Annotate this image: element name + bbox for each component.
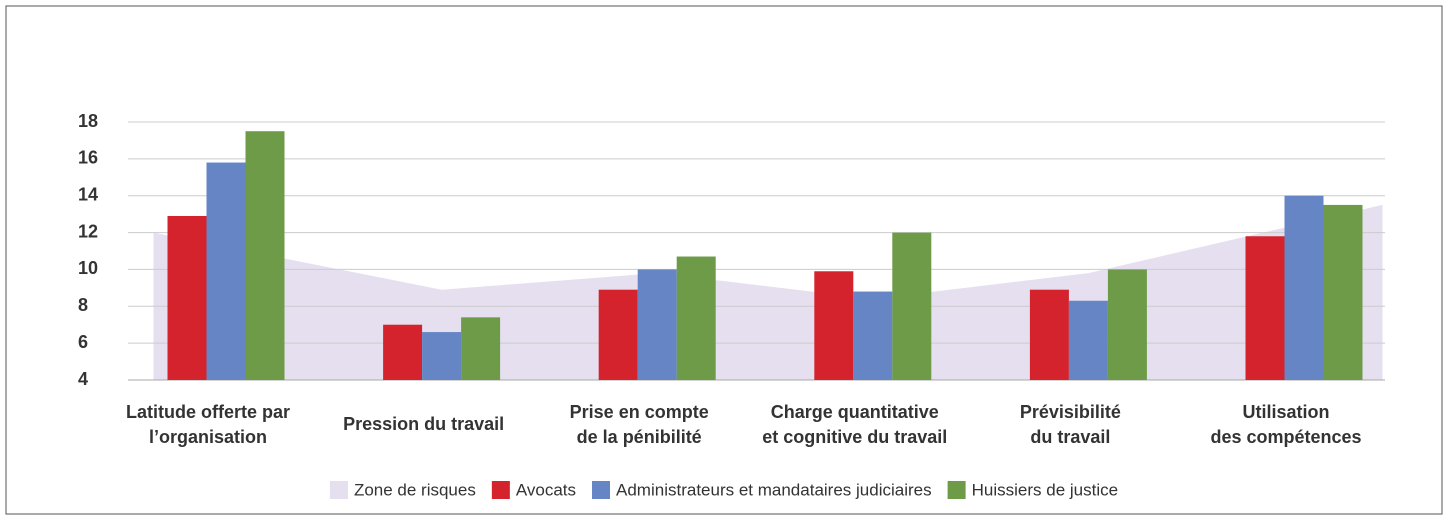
bar — [853, 291, 893, 380]
legend-swatch — [592, 481, 611, 499]
bar — [598, 289, 638, 380]
x-tick-label: et cognitive du travail — [762, 427, 947, 447]
bar — [676, 256, 716, 380]
bar — [1107, 269, 1147, 380]
y-tick-label: 6 — [78, 332, 88, 352]
bar — [1323, 204, 1363, 380]
bar — [167, 215, 207, 380]
legend-label: Avocats — [516, 480, 576, 499]
x-tick-label: Prévisibilité — [1020, 402, 1121, 422]
bar — [206, 162, 246, 380]
x-tick-label: des compétences — [1210, 427, 1361, 447]
y-tick-label: 10 — [78, 258, 98, 278]
legend-label: Administrateurs et mandataires judiciair… — [616, 480, 932, 499]
legend-label: Huissiers de justice — [972, 480, 1118, 499]
bar — [1029, 289, 1069, 380]
y-tick-label: 16 — [78, 148, 98, 168]
y-tick-label: 14 — [78, 184, 98, 204]
x-tick-label: du travail — [1030, 427, 1110, 447]
bar — [814, 271, 854, 380]
x-tick-label: Utilisation — [1242, 402, 1329, 422]
y-tick-label: 8 — [78, 295, 88, 315]
legend-swatch — [491, 481, 510, 499]
x-tick-label: Latitude offerte par — [126, 402, 290, 422]
bar — [1284, 195, 1324, 380]
legend-swatch — [329, 481, 348, 499]
bar — [422, 332, 462, 380]
bar — [637, 269, 677, 380]
x-tick-label: Charge quantitative — [771, 402, 939, 422]
bar — [383, 324, 423, 380]
x-tick-label: Pression du travail — [343, 414, 504, 434]
y-tick-label: 12 — [78, 221, 98, 241]
bar — [461, 317, 501, 380]
bar — [892, 232, 932, 380]
bar — [1245, 236, 1285, 380]
bar — [1068, 300, 1108, 380]
y-tick-label: 4 — [78, 369, 88, 389]
y-tick-label: 18 — [78, 111, 98, 131]
legend-swatch — [947, 481, 966, 499]
bar — [245, 131, 285, 380]
x-tick-label: Prise en compte — [570, 402, 709, 422]
legend-label: Zone de risques — [354, 480, 476, 499]
x-tick-label: l’organisation — [149, 427, 267, 447]
x-tick-label: de la pénibilité — [577, 427, 702, 447]
